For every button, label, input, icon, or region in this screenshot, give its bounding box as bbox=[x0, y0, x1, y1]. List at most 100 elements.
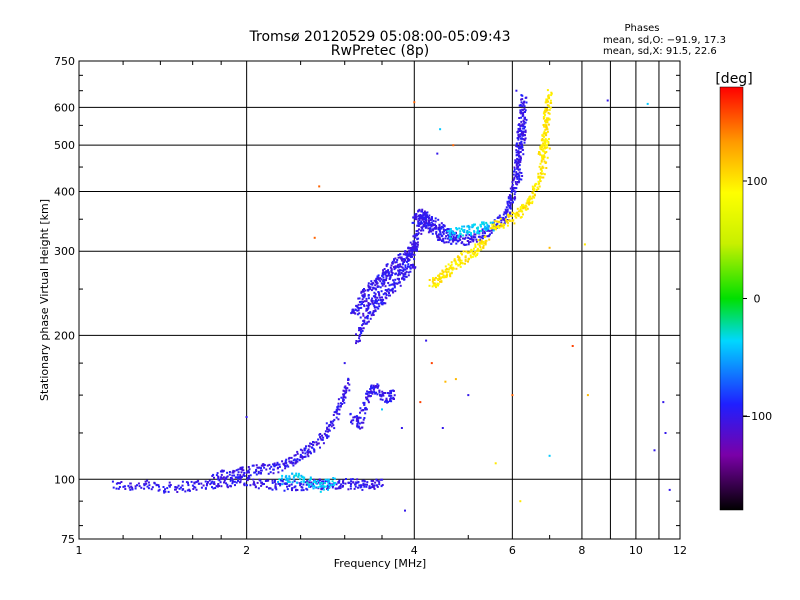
data-point bbox=[363, 300, 366, 303]
data-point bbox=[350, 419, 353, 422]
data-point bbox=[396, 265, 399, 268]
data-point bbox=[311, 485, 314, 488]
data-point bbox=[309, 442, 312, 445]
data-point bbox=[434, 220, 437, 223]
data-point bbox=[549, 101, 552, 104]
data-point bbox=[397, 256, 400, 259]
data-point bbox=[504, 216, 507, 219]
data-point bbox=[477, 226, 480, 229]
data-point bbox=[439, 128, 442, 131]
data-point bbox=[355, 340, 358, 342]
data-point bbox=[502, 223, 505, 226]
data-point bbox=[225, 477, 227, 480]
data-point bbox=[379, 277, 382, 280]
data-point bbox=[310, 481, 313, 484]
data-point bbox=[510, 191, 513, 194]
data-point bbox=[509, 213, 511, 216]
data-point bbox=[374, 392, 377, 395]
data-point bbox=[368, 312, 371, 315]
data-point bbox=[359, 307, 362, 309]
data-point bbox=[515, 173, 518, 176]
data-point bbox=[380, 278, 383, 281]
data-point bbox=[360, 409, 363, 412]
data-point bbox=[382, 293, 385, 296]
data-point bbox=[277, 482, 280, 485]
data-point bbox=[476, 231, 479, 234]
data-point bbox=[212, 487, 215, 490]
data-point bbox=[381, 284, 384, 287]
data-point bbox=[515, 164, 518, 166]
data-point bbox=[312, 478, 315, 481]
data-point bbox=[332, 484, 335, 486]
data-point bbox=[481, 242, 484, 245]
data-point bbox=[200, 482, 203, 485]
data-point bbox=[400, 259, 403, 262]
data-point bbox=[268, 467, 271, 470]
data-point bbox=[502, 213, 505, 216]
data-point bbox=[474, 223, 476, 226]
data-point bbox=[463, 231, 466, 233]
data-point bbox=[371, 392, 374, 395]
data-point bbox=[519, 161, 522, 163]
data-point bbox=[319, 483, 322, 485]
data-point bbox=[252, 481, 255, 484]
data-point bbox=[411, 266, 414, 269]
data-point bbox=[363, 321, 366, 324]
data-point bbox=[523, 138, 526, 141]
data-point bbox=[509, 211, 512, 214]
data-point bbox=[421, 218, 424, 221]
data-point bbox=[376, 479, 379, 482]
data-point bbox=[335, 416, 338, 419]
data-point bbox=[546, 100, 549, 103]
data-point bbox=[516, 167, 519, 170]
data-point bbox=[321, 438, 324, 441]
data-point bbox=[357, 417, 360, 420]
data-point bbox=[355, 304, 358, 307]
data-point bbox=[395, 261, 398, 264]
x-tick-label: 8 bbox=[578, 544, 585, 557]
data-point bbox=[274, 483, 277, 486]
data-point bbox=[404, 509, 406, 512]
data-point bbox=[362, 289, 364, 292]
data-point bbox=[453, 259, 456, 262]
data-point bbox=[385, 271, 388, 274]
data-point bbox=[406, 267, 408, 270]
data-point bbox=[296, 460, 299, 463]
data-point bbox=[345, 478, 347, 480]
data-point bbox=[506, 220, 509, 223]
data-point bbox=[543, 156, 546, 159]
data-point bbox=[243, 475, 246, 477]
data-point bbox=[359, 303, 362, 306]
data-point bbox=[333, 411, 336, 414]
data-point bbox=[519, 124, 522, 127]
data-point bbox=[372, 484, 375, 487]
data-point bbox=[421, 208, 424, 211]
data-point bbox=[217, 475, 220, 478]
data-point bbox=[387, 269, 390, 272]
data-point bbox=[345, 389, 348, 392]
data-point bbox=[392, 266, 395, 269]
data-point bbox=[454, 237, 457, 240]
data-point bbox=[515, 187, 518, 190]
data-point bbox=[496, 226, 499, 229]
data-point bbox=[362, 418, 365, 421]
data-point bbox=[509, 187, 512, 190]
data-point bbox=[371, 486, 374, 488]
data-point bbox=[422, 229, 425, 232]
data-point bbox=[521, 132, 524, 135]
data-point bbox=[464, 256, 467, 259]
data-point bbox=[348, 383, 351, 386]
data-point bbox=[400, 256, 403, 259]
data-point bbox=[433, 282, 436, 285]
data-point bbox=[425, 219, 428, 222]
data-point bbox=[344, 387, 347, 390]
data-point bbox=[327, 481, 330, 484]
data-point bbox=[340, 402, 342, 405]
data-point bbox=[497, 216, 500, 219]
data-point bbox=[296, 450, 299, 453]
data-point bbox=[450, 267, 453, 270]
data-point bbox=[519, 500, 522, 503]
data-point bbox=[517, 138, 520, 141]
x-axis-label: Frequency [MHz] bbox=[334, 557, 426, 570]
data-point bbox=[459, 232, 462, 235]
